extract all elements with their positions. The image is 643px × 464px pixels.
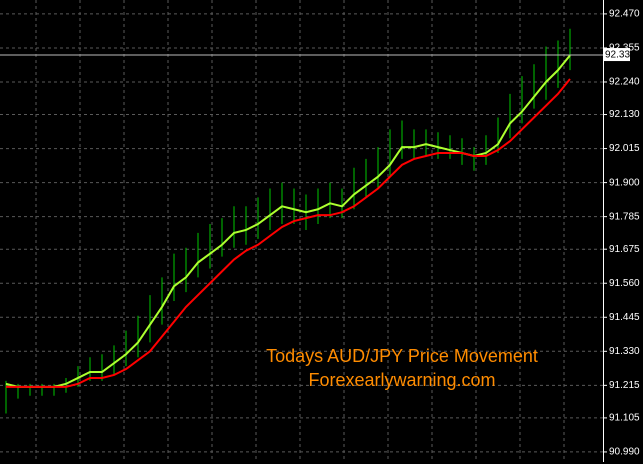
y-tick-label: 91.330	[609, 346, 640, 357]
y-tick-label: 90.990	[609, 447, 640, 458]
current-price-box	[604, 48, 630, 62]
y-tick-label: 91.560	[609, 278, 640, 289]
y-tick-label: 92.240	[609, 77, 640, 88]
y-tick-label: 92.015	[609, 143, 640, 154]
y-tick-label: 92.470	[609, 9, 640, 20]
y-tick-label: 91.675	[609, 244, 640, 255]
moving-average	[6, 78, 571, 388]
y-tick-label: 91.445	[609, 312, 640, 323]
y-tick-label: 91.785	[609, 211, 640, 222]
annotation: Forexearlywarning.com	[308, 370, 495, 390]
y-tick-label: 91.900	[609, 177, 640, 188]
y-tick-label: 91.105	[609, 413, 640, 424]
y-tick-label: 91.215	[609, 380, 640, 391]
annotation: Todays AUD/JPY Price Movement	[266, 346, 538, 366]
current-price-label: 92.331	[605, 50, 636, 61]
y-tick-label: 92.130	[609, 109, 640, 120]
